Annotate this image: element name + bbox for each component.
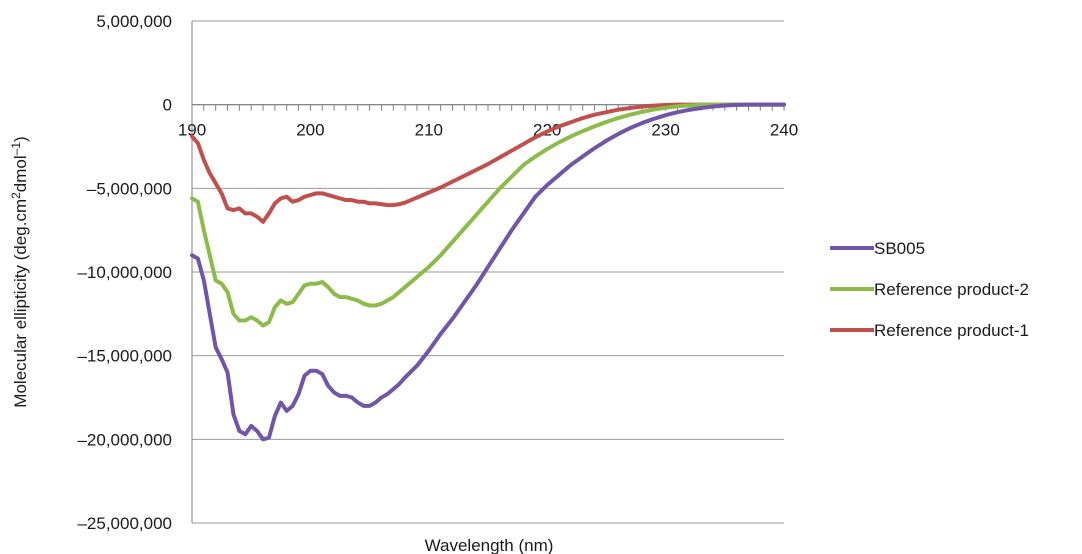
y-axis-title-mid: dmol [11,155,30,192]
y-axis-title-end: ) [11,136,30,142]
series-line [190,102,786,224]
series-lines [190,102,786,442]
y-tick-label: –20,000,000 [77,430,172,449]
x-tick-label: 230 [651,121,679,140]
y-axis-title-sup2: –1 [9,142,23,156]
legend-label: Reference product-1 [874,321,1029,340]
y-tick-label: –10,000,000 [77,263,172,282]
y-axis-title-sup1: 2 [9,192,23,199]
legend: SB005 Reference product-2 Reference produc… [830,239,1029,340]
y-tick-label: –25,000,000 [77,514,172,533]
y-tick-label: –5,000,000 [87,179,172,198]
y-axis-title-main: Molecular ellipticity (deg.cm [11,199,30,408]
y-tick-label: 5,000,000 [96,12,172,31]
y-tick-label: 0 [163,96,172,115]
series-line [190,102,786,442]
y-tick-label: –15,000,000 [77,347,172,366]
y-axis-title: Molecular ellipticity (deg.cm2dmol–1) [9,136,30,407]
x-tick-label: 200 [296,121,324,140]
x-tick-label: 240 [770,121,798,140]
x-tick-label: 210 [415,121,443,140]
x-axis: 190 200 210 220 230 240 [178,104,798,140]
legend-label: Reference product-2 [874,280,1029,299]
series-line [190,102,786,328]
x-axis-title: Wavelength (nm) [425,536,554,554]
x-tick-label: 190 [178,121,206,140]
grid-lines [191,20,784,524]
legend-label: SB005 [874,239,925,258]
y-tick-labels: 5,000,000 0 –5,000,000 –10,000,000 –15,000,0… [77,12,172,533]
